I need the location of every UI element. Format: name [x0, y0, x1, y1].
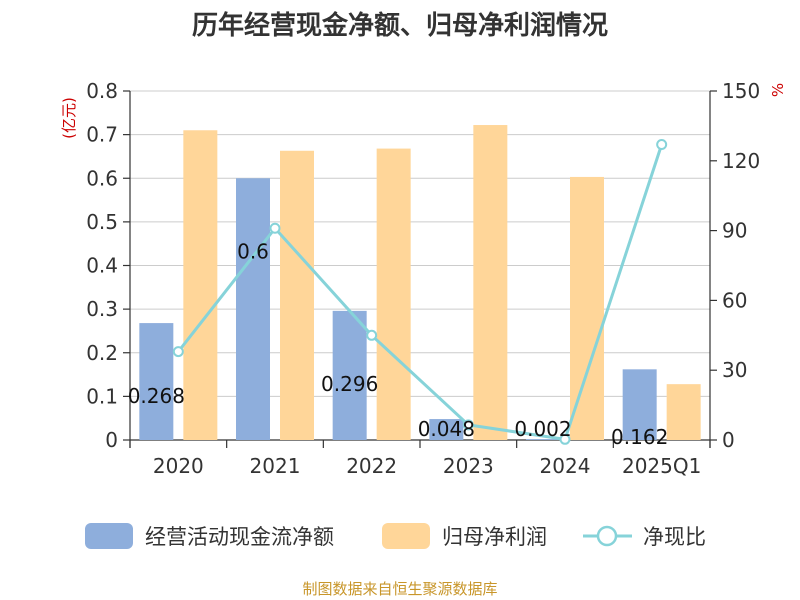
left-tick-label: 0.8: [86, 79, 118, 103]
source-note: 制图数据来自恒生聚源数据库: [302, 580, 497, 598]
left-tick-label: 0.2: [86, 341, 118, 365]
left-axis-unit: (亿元): [60, 97, 78, 139]
left-tick-label: 0.1: [86, 384, 118, 408]
x-tick-label: 2023: [443, 454, 494, 478]
bar-operating-cash-flow: [236, 178, 270, 440]
legend[interactable]: 经营活动现金流净额 归母净利润 净现比: [85, 523, 706, 549]
bar-net-profit: [666, 384, 701, 440]
cash-ratio-point: [366, 329, 378, 341]
bar-operating-cash-flow: [429, 419, 464, 440]
left-tick-label: 0: [105, 428, 118, 452]
legend-label-cash-ratio[interactable]: 净现比: [643, 525, 706, 549]
left-tick-label: 0.4: [86, 254, 118, 278]
left-tick-label: 0.5: [86, 210, 118, 234]
data-label: 0.296: [321, 372, 378, 396]
axes: 0 0.1 0.2 0.3 0.4 0.5 0.6 0.7 0.8 0 30 60 90 120 150 20…: [86, 79, 760, 478]
cash-ratio-point: [559, 433, 571, 445]
legend-swatch-operating-cash-flow[interactable]: [85, 523, 133, 549]
grid: [130, 90, 710, 397]
x-tick-label: 2025Q1: [622, 454, 701, 478]
data-labels: 0.268 0.6 0.296 0.048 0.002 0.162: [128, 239, 669, 449]
legend-marker-cash-ratio[interactable]: [596, 525, 618, 547]
right-tick-label: 120: [722, 149, 760, 173]
bar-net-profit: [376, 148, 411, 440]
cash-ratio-point: [172, 346, 184, 358]
chart-title: 历年经营现金净额、归母净利润情况: [192, 10, 608, 41]
x-tick-label: 2022: [346, 454, 397, 478]
bar-operating-cash-flow: [332, 310, 367, 440]
legend-label-operating-cash-flow[interactable]: 经营活动现金流净额: [145, 525, 334, 549]
data-label: 0.268: [128, 384, 185, 408]
left-tick-label: 0.6: [86, 166, 118, 190]
bar-net-profit: [183, 130, 218, 440]
right-tick-label: 90: [722, 219, 747, 243]
x-tick-label: 2021: [250, 454, 301, 478]
legend-label-net-profit[interactable]: 归母净利润: [442, 525, 547, 549]
right-tick-label: 30: [722, 358, 747, 382]
left-tick-label: 0.3: [86, 297, 118, 321]
bar-operating-cash-flow: [139, 323, 174, 440]
data-label: 0.6: [237, 239, 269, 263]
cash-ratio-point: [462, 419, 474, 431]
data-label: 0.162: [611, 425, 668, 449]
legend-swatch-net-profit[interactable]: [382, 523, 430, 549]
right-tick-label: 150: [722, 79, 760, 103]
data-label: 0.002: [514, 417, 571, 441]
bars: [139, 125, 701, 441]
right-axis-unit: %: [769, 83, 787, 97]
bar-operating-cash-flow: [622, 369, 657, 440]
right-tick-label: 60: [722, 288, 747, 312]
line-series: [172, 139, 668, 445]
bar-net-profit: [473, 125, 508, 440]
cash-ratio-point: [269, 222, 281, 234]
right-tick-label: 0: [722, 428, 735, 452]
left-tick-label: 0.7: [86, 123, 118, 147]
bar-net-profit: [280, 150, 314, 441]
x-tick-label: 2024: [540, 454, 591, 478]
data-label: 0.048: [418, 417, 475, 441]
bar-operating-cash-flow: [526, 439, 560, 440]
x-tick-label: 2020: [153, 454, 204, 478]
bar-net-profit: [570, 176, 604, 440]
cash-ratio-line: [177, 144, 664, 441]
cash-ratio-point: [656, 139, 668, 151]
